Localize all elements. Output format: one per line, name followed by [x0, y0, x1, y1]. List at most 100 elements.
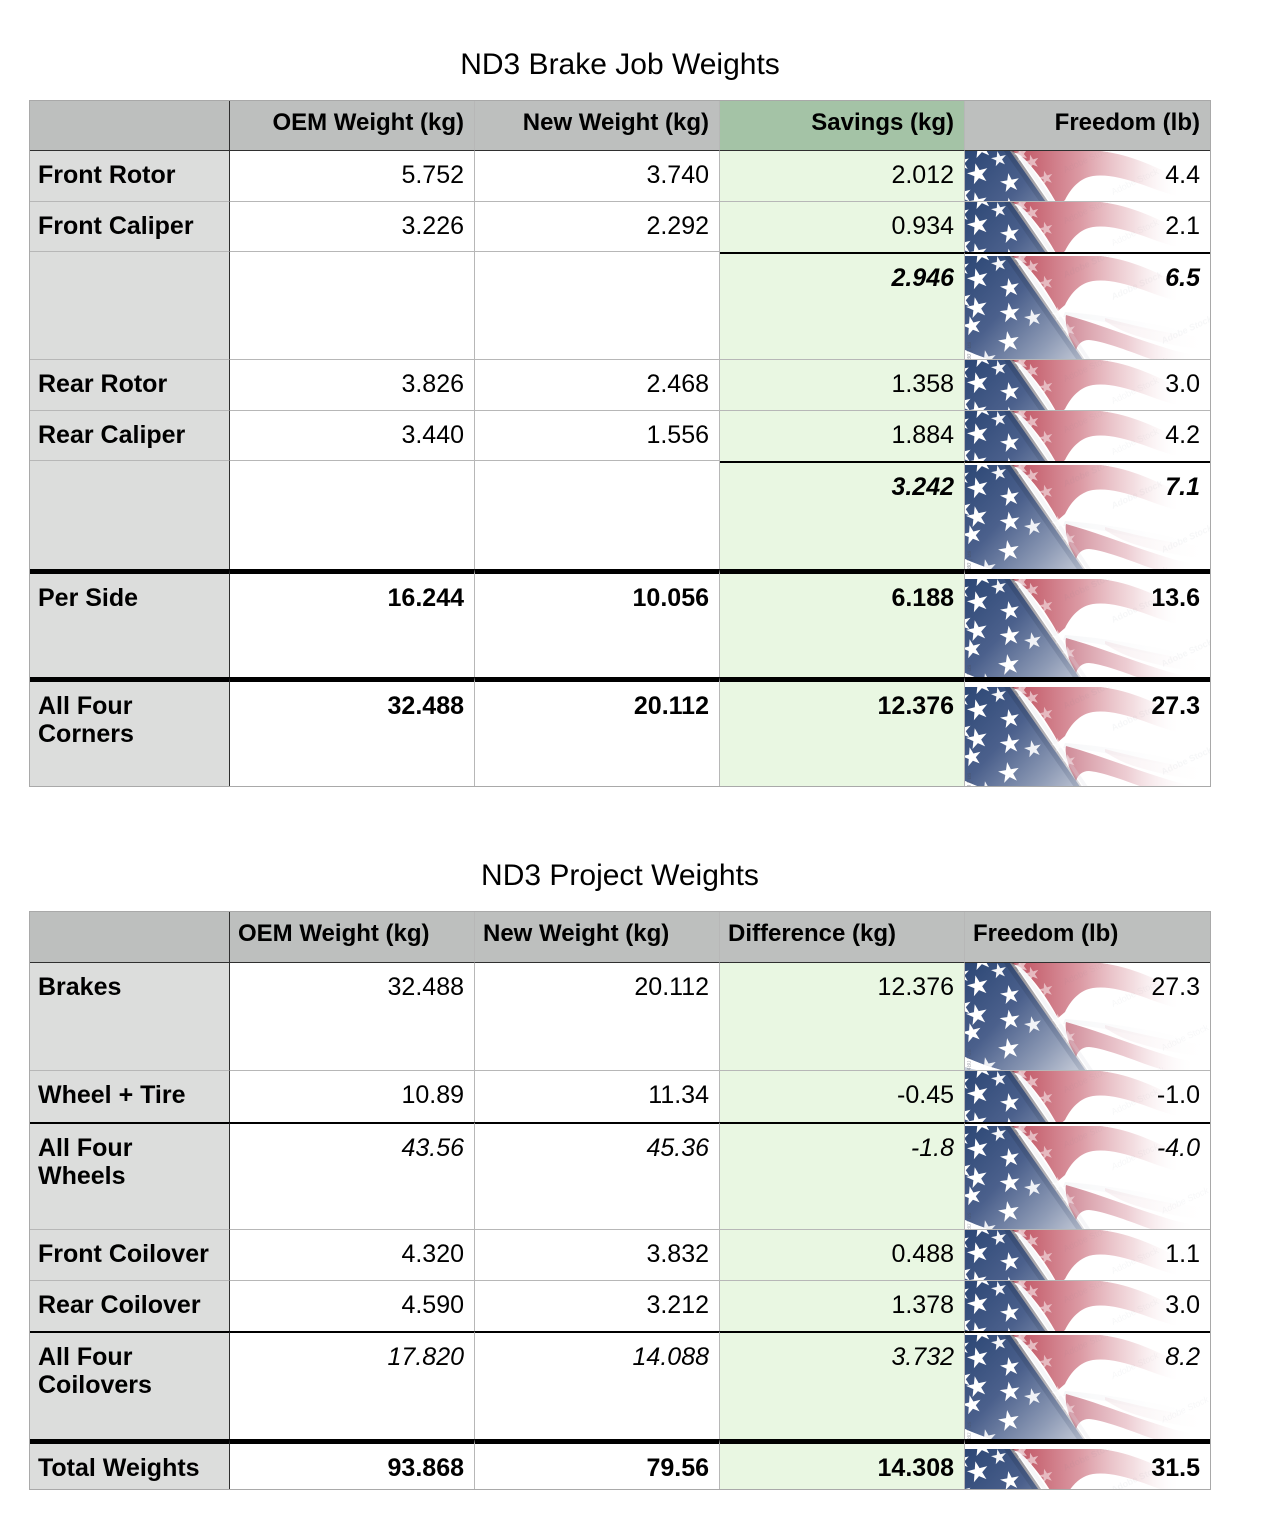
cell-rear-caliper-oem-weight-kg[interactable]: 3.440 — [230, 411, 475, 461]
cell-front-caliper-savings-kg[interactable]: 0.934 — [720, 202, 965, 252]
column-header-blank[interactable] — [30, 101, 230, 151]
cell-all-four-corners-freedom-lb[interactable]: 27.3 — [965, 677, 1210, 786]
row-label-text: Per Side — [38, 584, 139, 612]
row-label-rear-caliper[interactable]: Rear Caliper — [30, 411, 230, 461]
cell-wheel-tire-difference-kg[interactable]: -0.45 — [720, 1071, 965, 1122]
cell-total-weights-freedom-lb[interactable]: 31.5 — [965, 1439, 1210, 1489]
cell-all-four-wheels-new-weight-kg[interactable]: 45.36 — [475, 1122, 720, 1230]
cell-rear-rotor-freedom-lb[interactable]: 3.0 — [965, 360, 1210, 411]
cell-brakes-oem-weight-kg[interactable]: 32.488 — [230, 963, 475, 1071]
column-header-new-weight-kg[interactable]: New Weight (kg) — [475, 912, 720, 963]
cell-total-weights-difference-kg[interactable]: 14.308 — [720, 1439, 965, 1489]
cell-rear-rotor-new-weight-kg[interactable]: 2.468 — [475, 360, 720, 411]
row-label-all-four-coilovers[interactable]: All Four Coilovers — [30, 1331, 230, 1439]
cell-all-four-corners-savings-kg[interactable]: 12.376 — [720, 677, 965, 786]
cell-rear-coilover-new-weight-kg[interactable]: 3.212 — [475, 1281, 720, 1331]
cell-all-four-coilovers-difference-kg[interactable]: 3.732 — [720, 1331, 965, 1439]
cell-value: 12.376 — [877, 692, 954, 720]
row-label-text: Total Weights — [38, 1454, 200, 1482]
row-label-blank[interactable] — [30, 252, 230, 360]
cell-value: 1.358 — [891, 370, 954, 398]
cell-wheel-tire-freedom-lb[interactable]: -1.0 — [965, 1071, 1210, 1122]
column-header-blank[interactable] — [30, 912, 230, 963]
row-label-brakes[interactable]: Brakes — [30, 963, 230, 1071]
cell-front-rotor-oem-weight-kg[interactable]: 5.752 — [230, 151, 475, 202]
row-label-per-side[interactable]: Per Side — [30, 569, 230, 677]
row-label-front-rotor[interactable]: Front Rotor — [30, 151, 230, 202]
cell-subtotal-savings-kg[interactable]: 2.946 — [720, 252, 965, 360]
cell-value: 3.0 — [1165, 1291, 1200, 1319]
cell-per-side-savings-kg[interactable]: 6.188 — [720, 569, 965, 677]
cell-front-coilover-oem-weight-kg[interactable]: 4.320 — [230, 1230, 475, 1281]
column-header-savings-kg[interactable]: Savings (kg) — [720, 101, 965, 151]
row-label-rear-coilover[interactable]: Rear Coilover — [30, 1281, 230, 1331]
cell-per-side-oem-weight-kg[interactable]: 16.244 — [230, 569, 475, 677]
column-header-label: OEM Weight (kg) — [238, 920, 430, 947]
cell-brakes-freedom-lb[interactable]: 27.3 — [965, 963, 1210, 1071]
column-header-new-weight-kg[interactable]: New Weight (kg) — [475, 101, 720, 151]
column-header-oem-weight-kg[interactable]: OEM Weight (kg) — [230, 912, 475, 963]
cell-subtotal-oem-weight-kg[interactable] — [230, 252, 475, 360]
cell-front-caliper-freedom-lb[interactable]: 2.1 — [965, 202, 1210, 252]
row-label-front-coilover[interactable]: Front Coilover — [30, 1230, 230, 1281]
cell-all-four-wheels-oem-weight-kg[interactable]: 43.56 — [230, 1122, 475, 1230]
cell-per-side-new-weight-kg[interactable]: 10.056 — [475, 569, 720, 677]
cell-rear-coilover-freedom-lb[interactable]: 3.0 — [965, 1281, 1210, 1331]
column-header-label: Savings (kg) — [811, 109, 954, 136]
row-label-text: Front Coilover — [38, 1240, 209, 1268]
cell-wheel-tire-oem-weight-kg[interactable]: 10.89 — [230, 1071, 475, 1122]
cell-rear-coilover-oem-weight-kg[interactable]: 4.590 — [230, 1281, 475, 1331]
cell-front-coilover-difference-kg[interactable]: 0.488 — [720, 1230, 965, 1281]
cell-all-four-corners-oem-weight-kg[interactable]: 32.488 — [230, 677, 475, 786]
cell-rear-caliper-new-weight-kg[interactable]: 1.556 — [475, 411, 720, 461]
cell-subtotal-savings-kg[interactable]: 3.242 — [720, 461, 965, 569]
row-label-front-caliper[interactable]: Front Caliper — [30, 202, 230, 252]
cell-value: 14.088 — [632, 1343, 709, 1371]
cell-front-caliper-oem-weight-kg[interactable]: 3.226 — [230, 202, 475, 252]
cell-value: 20.112 — [634, 973, 709, 1001]
column-header-difference-kg[interactable]: Difference (kg) — [720, 912, 965, 963]
cell-rear-rotor-oem-weight-kg[interactable]: 3.826 — [230, 360, 475, 411]
cell-rear-caliper-freedom-lb[interactable]: 4.2 — [965, 411, 1210, 461]
cell-all-four-corners-new-weight-kg[interactable]: 20.112 — [475, 677, 720, 786]
cell-all-four-coilovers-new-weight-kg[interactable]: 14.088 — [475, 1331, 720, 1439]
row-label-blank[interactable] — [30, 461, 230, 569]
cell-wheel-tire-new-weight-kg[interactable]: 11.34 — [475, 1071, 720, 1122]
cell-subtotal-freedom-lb[interactable]: 7.1 — [965, 461, 1210, 569]
cell-rear-rotor-savings-kg[interactable]: 1.358 — [720, 360, 965, 411]
cell-front-coilover-new-weight-kg[interactable]: 3.832 — [475, 1230, 720, 1281]
cell-value: 3.440 — [401, 421, 464, 449]
column-header-oem-weight-kg[interactable]: OEM Weight (kg) — [230, 101, 475, 151]
cell-front-rotor-savings-kg[interactable]: 2.012 — [720, 151, 965, 202]
cell-all-four-coilovers-oem-weight-kg[interactable]: 17.820 — [230, 1331, 475, 1439]
cell-front-rotor-new-weight-kg[interactable]: 3.740 — [475, 151, 720, 202]
column-header-freedom-lb[interactable]: Freedom (lb) — [965, 912, 1210, 963]
cell-front-coilover-freedom-lb[interactable]: 1.1 — [965, 1230, 1210, 1281]
cell-rear-caliper-savings-kg[interactable]: 1.884 — [720, 411, 965, 461]
cell-value: 6.188 — [891, 584, 954, 612]
cell-front-caliper-new-weight-kg[interactable]: 2.292 — [475, 202, 720, 252]
cell-subtotal-new-weight-kg[interactable] — [475, 252, 720, 360]
cell-all-four-coilovers-freedom-lb[interactable]: 8.2 — [965, 1331, 1210, 1439]
cell-all-four-wheels-freedom-lb[interactable]: -4.0 — [965, 1122, 1210, 1230]
row-label-wheel-tire[interactable]: Wheel + Tire — [30, 1071, 230, 1122]
cell-subtotal-freedom-lb[interactable]: 6.5 — [965, 252, 1210, 360]
cell-value: 13.6 — [1151, 584, 1200, 612]
cell-brakes-difference-kg[interactable]: 12.376 — [720, 963, 965, 1071]
cell-rear-coilover-difference-kg[interactable]: 1.378 — [720, 1281, 965, 1331]
cell-brakes-new-weight-kg[interactable]: 20.112 — [475, 963, 720, 1071]
cell-subtotal-new-weight-kg[interactable] — [475, 461, 720, 569]
column-header-freedom-lb[interactable]: Freedom (lb) — [965, 101, 1210, 151]
row-label-total-weights[interactable]: Total Weights — [30, 1439, 230, 1489]
row-label-all-four-corners[interactable]: All Four Corners — [30, 677, 230, 786]
row-label-all-four-wheels[interactable]: All Four Wheels — [30, 1122, 230, 1230]
cell-total-weights-oem-weight-kg[interactable]: 93.868 — [230, 1439, 475, 1489]
row-label-rear-rotor[interactable]: Rear Rotor — [30, 360, 230, 411]
cell-value: -0.45 — [897, 1081, 954, 1109]
cell-per-side-freedom-lb[interactable]: 13.6 — [965, 569, 1210, 677]
cell-subtotal-oem-weight-kg[interactable] — [230, 461, 475, 569]
cell-total-weights-new-weight-kg[interactable]: 79.56 — [475, 1439, 720, 1489]
cell-all-four-wheels-difference-kg[interactable]: -1.8 — [720, 1122, 965, 1230]
cell-front-rotor-freedom-lb[interactable]: 4.4 — [965, 151, 1210, 202]
column-header-label: Freedom (lb) — [973, 920, 1119, 947]
